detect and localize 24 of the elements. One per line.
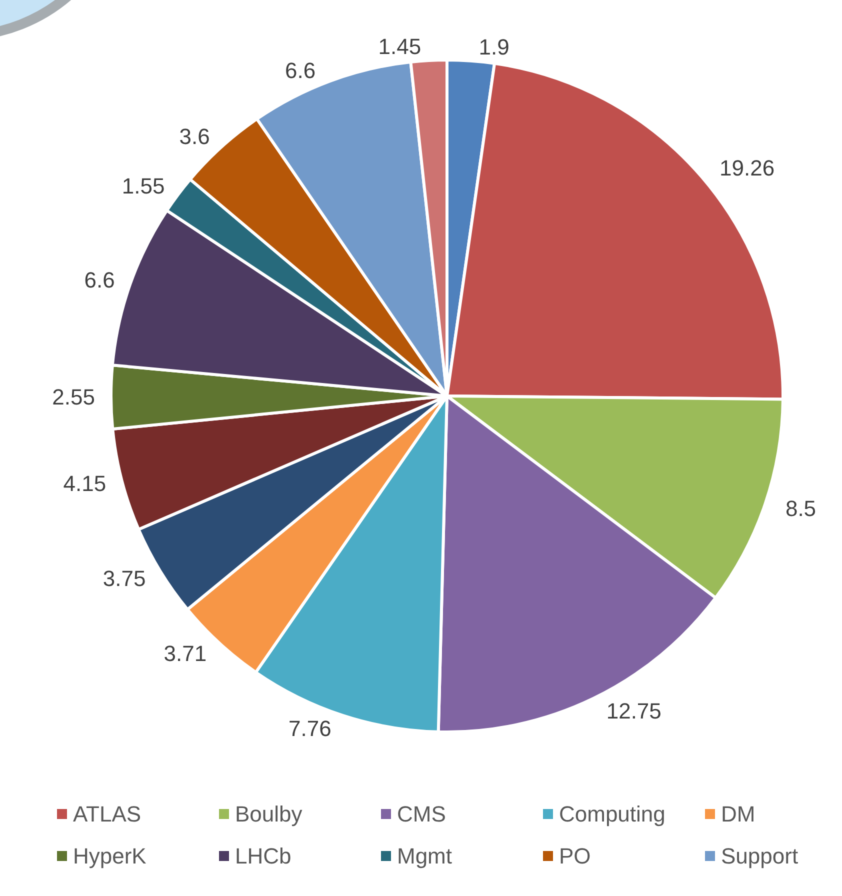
legend-label: Boulby [235,802,302,826]
legend-label: Mgmt [397,844,452,868]
legend-label: HyperK [73,844,147,868]
data-label: 4.15 [63,471,106,496]
legend-label: ATLAS [73,802,142,826]
data-label: 1.45 [378,34,422,60]
data-label: 1.9 [478,34,510,60]
data-label: 1.55 [122,174,165,199]
legend-label: DM [721,802,756,826]
data-label: 8.5 [785,496,816,521]
data-label: 19.26 [720,155,775,180]
legend-label: LHCb [235,844,292,868]
legend-label: Computing [559,802,666,826]
legend-label: CMS [397,802,446,826]
legend-label: PO [559,844,591,868]
data-label: 3.71 [164,641,207,666]
data-label: 6.6 [84,267,115,292]
data-label: 6.6 [285,58,316,84]
data-label: 2.55 [52,384,95,410]
data-label: 7.76 [288,716,332,742]
data-label: 12.75 [606,698,662,724]
data-label: 3.75 [102,566,146,591]
legend-label: Support [721,844,798,868]
data-label: 3.6 [179,124,210,150]
